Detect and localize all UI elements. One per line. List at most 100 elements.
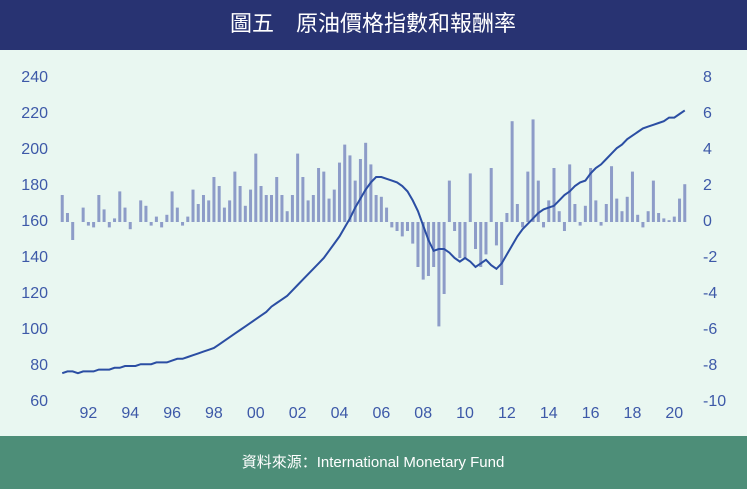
bar [327, 198, 331, 222]
x-tick-label: 92 [79, 405, 97, 422]
bar [568, 164, 572, 222]
bar [275, 177, 279, 222]
bar [160, 222, 164, 228]
bar [139, 200, 143, 222]
y2-tick-label: -4 [703, 285, 717, 302]
bar [651, 180, 655, 222]
x-tick-label: 20 [665, 405, 683, 422]
x-tick-label: 02 [289, 405, 307, 422]
y-tick-label: 180 [21, 177, 48, 194]
bar [332, 189, 336, 222]
x-tick-label: 08 [414, 405, 432, 422]
x-tick-label: 16 [582, 405, 600, 422]
bar [358, 159, 362, 222]
bar [484, 222, 488, 255]
bar [662, 218, 666, 222]
bar [552, 168, 556, 222]
bar [667, 220, 671, 222]
bar [102, 209, 106, 222]
bar [154, 216, 158, 222]
bar [170, 191, 174, 222]
bar [463, 222, 467, 258]
bar [421, 222, 425, 280]
bar [296, 153, 300, 222]
y-tick-label: 120 [21, 285, 48, 302]
bar [233, 171, 237, 222]
bar [374, 195, 378, 222]
bar [411, 222, 415, 244]
bar [92, 222, 96, 228]
bar [348, 155, 352, 222]
y2-tick-label: 4 [703, 141, 712, 158]
bar [683, 184, 687, 222]
bar [290, 195, 294, 222]
bar [416, 222, 420, 267]
y-tick-label: 240 [21, 69, 48, 86]
x-tick-label: 98 [205, 405, 223, 422]
x-tick-label: 06 [372, 405, 390, 422]
bar [505, 213, 509, 222]
bar [426, 222, 430, 276]
y-tick-label: 80 [30, 357, 48, 374]
y-tick-label: 200 [21, 141, 48, 158]
bar [531, 119, 535, 222]
bar [165, 214, 169, 222]
bar [317, 168, 321, 222]
bar [128, 222, 132, 230]
y2-tick-label: -10 [703, 393, 726, 410]
bar [432, 222, 436, 267]
x-tick-label: 00 [247, 405, 265, 422]
bar [228, 200, 232, 222]
bar [474, 222, 478, 249]
y2-tick-label: 2 [703, 177, 712, 194]
bar [536, 180, 540, 222]
footer [0, 436, 747, 489]
bar [468, 173, 472, 222]
bar [65, 213, 69, 222]
bar [610, 166, 614, 222]
y-tick-label: 160 [21, 213, 48, 230]
bar [123, 207, 127, 222]
x-tick-label: 12 [498, 405, 516, 422]
y-tick-label: 60 [30, 393, 48, 410]
x-tick-label: 96 [163, 405, 181, 422]
bar [369, 164, 373, 222]
bar [175, 207, 179, 222]
bar [521, 222, 525, 228]
y2-tick-label: -2 [703, 249, 717, 266]
chart-title: 圖五 原油價格指數和報酬率 [230, 11, 516, 36]
bar [406, 222, 410, 231]
bar [337, 162, 341, 222]
bar [494, 222, 498, 246]
bar [207, 200, 211, 222]
bar [71, 222, 75, 240]
bar [118, 191, 122, 222]
bar [343, 144, 347, 222]
bar [144, 205, 148, 222]
bar [672, 216, 676, 222]
y-tick-label: 100 [21, 321, 48, 338]
line [61, 109, 686, 375]
bar [285, 211, 289, 222]
bar [191, 189, 195, 222]
bar [217, 186, 221, 222]
bar [604, 204, 608, 222]
y2-tick-label: 0 [703, 213, 712, 230]
bar [400, 222, 404, 237]
bar [353, 180, 357, 222]
bar [646, 211, 650, 222]
bar [238, 186, 242, 222]
bar [437, 222, 441, 327]
x-tick-label: 04 [331, 405, 349, 422]
bar [311, 195, 315, 222]
bar [562, 222, 566, 231]
bar [97, 195, 101, 222]
bar [479, 222, 483, 267]
bar [594, 200, 598, 222]
bar [599, 222, 603, 226]
bar [442, 222, 446, 294]
bar [301, 177, 305, 222]
